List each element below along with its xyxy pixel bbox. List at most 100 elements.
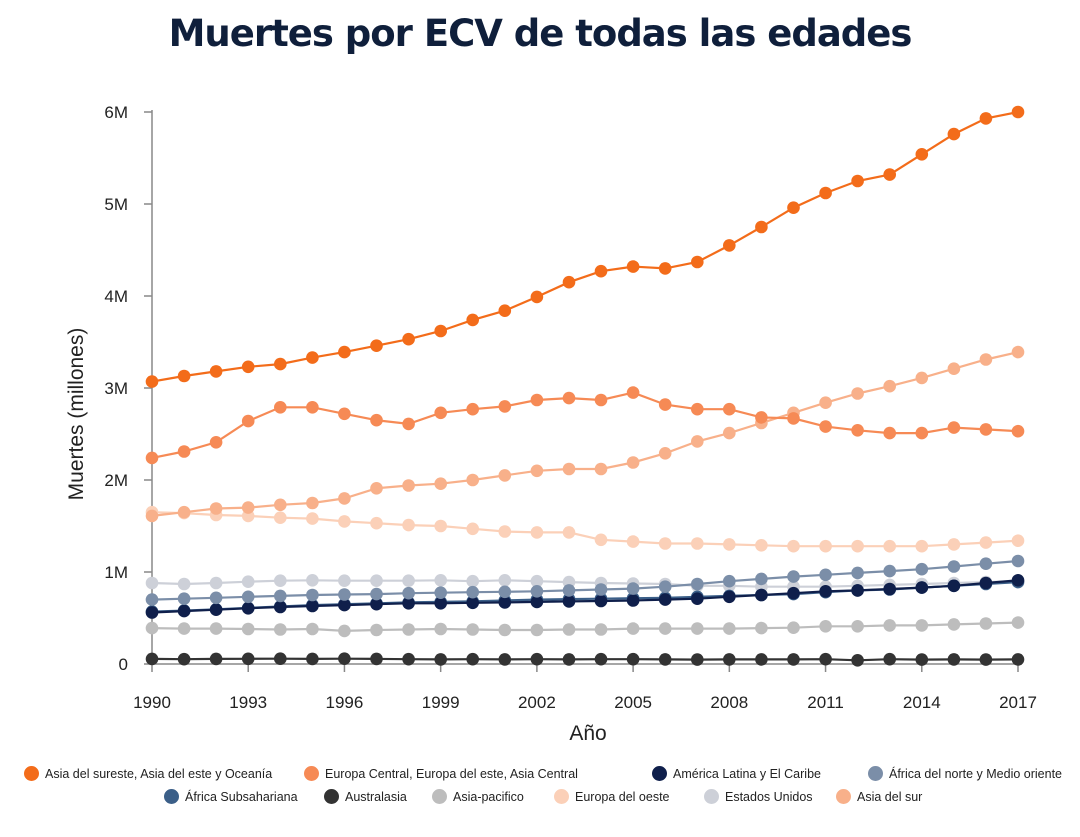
data-point [274, 574, 287, 587]
data-point [947, 362, 961, 376]
legend-item: Europa del oeste [554, 789, 670, 804]
data-point [145, 375, 159, 388]
axes: 0 1M 2M 3M 4M 5M 6M 1990 1993 1996 1999 2002 2005 200… [104, 103, 1037, 712]
legend-item: Estados Unidos [704, 789, 813, 804]
data-point [787, 586, 800, 600]
legend-item: África Subsahariana [164, 789, 298, 804]
data-point [241, 652, 255, 666]
data-point [370, 587, 383, 601]
data-point [370, 516, 383, 530]
series-line [151, 579, 1019, 614]
data-point [723, 574, 736, 588]
data-point [466, 652, 480, 666]
data-point [306, 622, 319, 636]
data-point [691, 653, 704, 666]
x-tick-label: 2005 [614, 693, 652, 712]
data-point [530, 574, 544, 588]
data-point [691, 402, 704, 416]
series-layer [145, 105, 1025, 667]
series-line [151, 391, 1019, 459]
data-point [338, 652, 351, 665]
legend-row-1: Asia del sureste, Asia del este y Oceaní… [0, 766, 1080, 788]
data-point [530, 393, 544, 407]
legend-swatch [24, 766, 39, 781]
legend-label: América Latina y El Caribe [673, 766, 821, 781]
x-tick-label: 1999 [422, 693, 460, 712]
data-point [819, 652, 832, 666]
data-point [947, 560, 961, 573]
x-tick-label: 2011 [807, 693, 844, 712]
data-point [562, 526, 576, 539]
series-line [151, 621, 1019, 633]
data-point [466, 574, 480, 588]
data-point [370, 574, 383, 587]
data-point [787, 570, 800, 583]
data-point [274, 511, 287, 524]
data-point [658, 593, 672, 606]
data-point [851, 566, 864, 580]
data-point [274, 600, 287, 614]
data-point [306, 512, 319, 525]
data-point [466, 313, 480, 327]
data-point [691, 537, 704, 550]
y-tick-label: 1M [104, 563, 128, 582]
y-axis-label: Muertes (millones) [65, 328, 88, 501]
data-point [466, 585, 480, 599]
x-tick-label: 2002 [518, 693, 556, 712]
data-point [241, 360, 255, 374]
data-point [755, 653, 768, 666]
legend-item: Australasia [324, 789, 407, 804]
data-point [1011, 105, 1025, 119]
data-point [947, 127, 961, 141]
data-point [434, 477, 448, 491]
data-point [498, 469, 512, 482]
data-point [530, 290, 544, 304]
data-point [979, 353, 993, 366]
data-point [755, 411, 768, 424]
data-point [498, 623, 512, 637]
data-point [402, 597, 415, 610]
y-tick-label: 0 [119, 655, 128, 674]
data-point [241, 575, 255, 588]
data-point [594, 462, 608, 476]
data-point [177, 505, 191, 519]
legend-label: Asia del sureste, Asia del este y Oceaní… [45, 766, 273, 781]
data-point [209, 365, 223, 378]
data-point [370, 597, 383, 611]
data-point [626, 386, 640, 399]
data-point [274, 357, 287, 371]
legend-swatch [324, 789, 339, 804]
series-line [151, 351, 1019, 517]
data-point [594, 533, 608, 547]
series-2 [145, 616, 1025, 638]
data-point [883, 379, 896, 393]
data-point [626, 582, 640, 595]
data-point [562, 391, 576, 405]
data-point [402, 623, 415, 636]
data-point [145, 606, 159, 619]
data-point [241, 501, 255, 514]
data-point [691, 592, 704, 605]
legend-swatch [836, 789, 851, 804]
legend-row-2: África Subsahariana Australasia Asia-pacif… [0, 789, 1080, 811]
data-point [370, 652, 383, 666]
legend-item: Europa Central, Europa del este, Asia Ce… [304, 766, 578, 781]
legend-item: Asia del sur [836, 789, 922, 804]
data-point [851, 387, 864, 400]
y-tick-label: 5M [104, 195, 128, 214]
data-point [306, 401, 319, 414]
data-point [723, 622, 736, 635]
legend-label: Asia-pacifico [453, 789, 524, 804]
data-point [851, 424, 864, 437]
series-6 [145, 554, 1025, 606]
data-point [530, 464, 544, 478]
data-point [883, 426, 896, 440]
data-point [370, 413, 383, 427]
data-point [851, 654, 864, 667]
data-point [498, 596, 512, 609]
data-point [530, 585, 544, 598]
data-point [723, 239, 736, 252]
legend-swatch [704, 789, 719, 804]
legend-swatch [432, 789, 447, 804]
data-point [819, 396, 832, 410]
